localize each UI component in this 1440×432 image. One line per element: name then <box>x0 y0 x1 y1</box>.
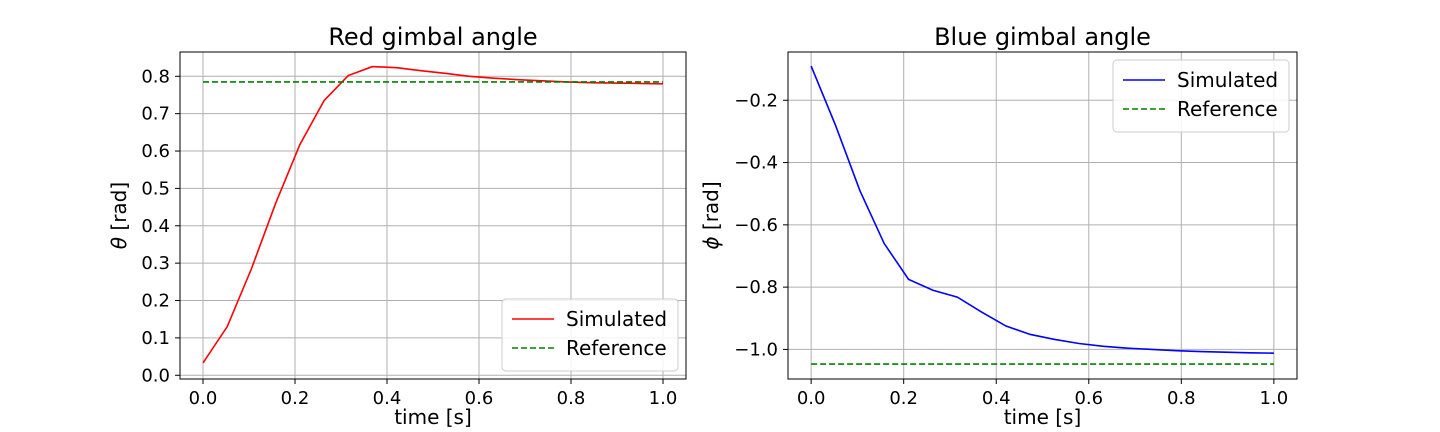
red-gimbal-y-tick-label: 0.4 <box>141 216 170 237</box>
blue-gimbal-panel: 0.0 0.2 0.4 0.6 0.8 1.0 −1.0 −0.8 −0.6 −0.4 −0.2 Bl… <box>699 23 1298 429</box>
red-gimbal-y-axis-label: θ [rad] <box>107 182 131 249</box>
blue-gimbal-y-tick-label: −0.2 <box>734 90 778 111</box>
red-gimbal-y-tick-label: 0.3 <box>141 253 170 274</box>
blue-gimbal-x-axis-label: time [s] <box>1004 405 1082 429</box>
red-gimbal-y-axis-unit: [rad] <box>107 182 131 237</box>
red-gimbal-plot-frame <box>179 51 687 380</box>
blue-gimbal-legend-box <box>1112 59 1290 133</box>
red-gimbal-y-tick-label: 0.7 <box>141 104 170 125</box>
red-gimbal-panel: 0.0 0.2 0.4 0.6 0.8 1.0 0.0 0.1 0.2 0.3 0.4 0.5 0.6 0… <box>107 23 687 429</box>
blue-gimbal-chart-title: Blue gimbal angle <box>934 23 1151 51</box>
blue-gimbal-x-tick-label: 0.0 <box>797 388 826 409</box>
blue-gimbal-x-tick-label: 0.6 <box>1074 388 1103 409</box>
red-gimbal-y-tick-label: 0.0 <box>141 365 170 386</box>
blue-gimbal-x-tick-label: 1.0 <box>1260 388 1289 409</box>
red-gimbal-y-tick-label: 0.6 <box>141 141 170 162</box>
blue-gimbal-x-tick-label: 0.8 <box>1167 388 1196 409</box>
red-gimbal-y-tick-label: 0.8 <box>141 66 170 87</box>
blue-gimbal-x-tick-label: 0.2 <box>889 388 918 409</box>
blue-gimbal-y-tick-label: −0.8 <box>734 277 778 298</box>
blue-gimbal-y-axis-symbol: ϕ <box>699 236 723 249</box>
red-gimbal-x-axis-label: time [s] <box>394 405 472 429</box>
red-gimbal-legend-label-reference: Reference <box>566 336 667 360</box>
blue-gimbal-legend-label-reference: Reference <box>1177 97 1278 121</box>
red-gimbal-legend-label-simulated: Simulated <box>566 307 667 331</box>
blue-gimbal-series-simulated-line <box>810 65 1274 354</box>
red-gimbal-legend: Simulated Reference <box>501 298 679 372</box>
red-gimbal-x-tick-label: 0.6 <box>465 388 494 409</box>
blue-gimbal-legend-label-simulated: Simulated <box>1177 68 1278 92</box>
blue-gimbal-y-tick-label: −1.0 <box>734 339 778 360</box>
blue-gimbal-plot-frame <box>787 51 1298 380</box>
blue-gimbal-y-axis-label: ϕ [rad] <box>699 181 723 249</box>
red-gimbal-legend-box <box>501 298 679 372</box>
red-gimbal-x-tick-label: 1.0 <box>649 388 678 409</box>
blue-gimbal-y-tick-label: −0.6 <box>734 215 778 236</box>
blue-gimbal-x-tick-label: 0.4 <box>982 388 1011 409</box>
red-gimbal-x-tick-label: 0.4 <box>373 388 402 409</box>
blue-gimbal-y-axis-unit: [rad] <box>699 181 723 236</box>
red-gimbal-y-tick-label: 0.5 <box>141 178 170 199</box>
blue-gimbal-y-tick-label: −0.4 <box>734 153 778 174</box>
red-gimbal-x-tick-label: 0.0 <box>189 388 218 409</box>
red-gimbal-x-tick-label: 0.2 <box>281 388 310 409</box>
red-gimbal-y-tick-label: 0.1 <box>141 328 170 349</box>
red-gimbal-y-tick-label: 0.2 <box>141 291 170 312</box>
red-gimbal-y-axis-symbol: θ <box>107 237 131 249</box>
red-gimbal-x-tick-label: 0.8 <box>557 388 586 409</box>
red-gimbal-chart-title: Red gimbal angle <box>328 23 537 51</box>
blue-gimbal-legend: Simulated Reference <box>1112 59 1290 133</box>
